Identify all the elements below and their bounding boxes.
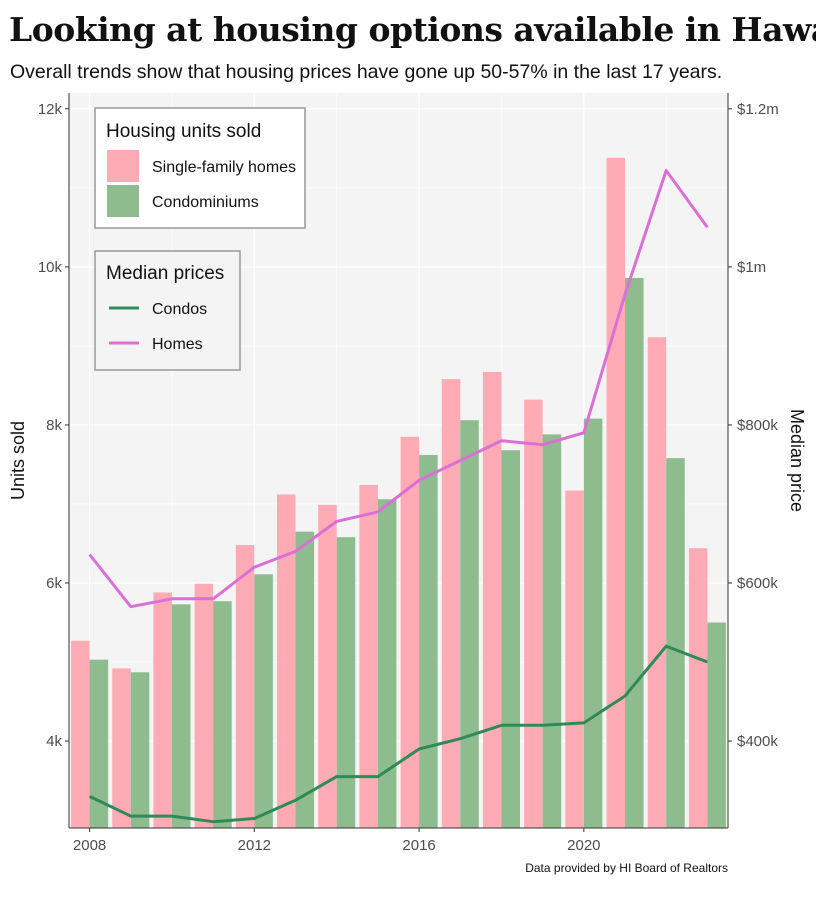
bar-single-family-2008 — [71, 640, 90, 828]
y-tick-label: 4k — [46, 733, 62, 750]
y-tick-label: 6k — [46, 575, 62, 592]
bar-condominiums-2012 — [254, 574, 273, 828]
price-line-homes — [88, 169, 709, 609]
bar-condominiums-2009 — [130, 672, 150, 828]
legend-units-sold-title: Housing units sold — [106, 121, 261, 142]
price-line-condos — [88, 644, 708, 824]
legend-median-prices-box — [94, 250, 241, 371]
legend-label-condos: Condos — [152, 301, 207, 318]
legend-key-single-family — [107, 150, 139, 182]
y2-tick-label: $800k — [737, 417, 778, 434]
legend-units-sold: Housing units sold Single-family homes C… — [94, 107, 306, 229]
bar-single-family-2010 — [153, 592, 172, 828]
bar-single-family-2019 — [524, 399, 543, 828]
bar-condominiums-2017 — [460, 420, 479, 828]
bar-condominiums-2022 — [666, 458, 685, 828]
bar-condominiums-2019 — [542, 434, 562, 828]
bar-single-family-2015 — [359, 485, 378, 828]
y-tick-label: 12k — [38, 101, 63, 118]
bar-single-family-2023 — [688, 548, 708, 828]
legend-median-prices: Median prices Condos Homes — [94, 250, 241, 371]
chart-subtitle: Overall trends show that housing prices … — [10, 61, 723, 83]
bar-condominiums-2013 — [295, 531, 315, 828]
bar-condominiums-2023 — [707, 622, 726, 828]
bar-condominiums-2011 — [213, 601, 232, 828]
bar-single-family-2012 — [235, 545, 255, 828]
bar-condominiums-2018 — [501, 450, 521, 828]
legend-label-condominiums: Condominiums — [152, 194, 259, 211]
bar-condominiums-2016 — [419, 454, 438, 828]
y2-axis-title: Median price — [787, 409, 807, 512]
bars — [71, 157, 726, 828]
bar-single-family-2016 — [400, 436, 420, 828]
bar-single-family-2011 — [194, 583, 214, 828]
bar-single-family-2018 — [482, 371, 502, 828]
x-tick-label: 2016 — [402, 837, 435, 854]
legend-label-single-family: Single-family homes — [152, 159, 296, 176]
axes: 4k 6k 8k 10k 12k $400k $600k $800k $1m $1.2m 2008 2… — [38, 93, 779, 854]
x-tick-label: 2020 — [567, 837, 600, 854]
y-tick-label: 8k — [46, 417, 62, 434]
x-tick-label: 2008 — [73, 837, 106, 854]
y-axis-title: Units sold — [8, 421, 28, 500]
bar-single-family-2009 — [112, 668, 131, 828]
source-caption: Data provided by HI Board of Realtors — [525, 861, 728, 875]
price-lines — [88, 169, 709, 824]
y2-tick-label: $400k — [737, 733, 778, 750]
bar-single-family-2014 — [318, 504, 337, 828]
bar-condominiums-2020 — [583, 418, 603, 828]
legend-median-prices-title: Median prices — [106, 263, 224, 284]
bar-condominiums-2008 — [89, 659, 109, 828]
bar-single-family-2013 — [276, 494, 296, 828]
bar-condominiums-2010 — [171, 604, 191, 828]
x-tick-label: 2012 — [238, 837, 271, 854]
y2-tick-label: $1.2m — [737, 101, 779, 118]
y-tick-label: 10k — [38, 259, 63, 276]
chart-title: Looking at housing options available in … — [9, 10, 816, 49]
y2-tick-label: $1m — [737, 259, 766, 276]
bar-condominiums-2014 — [336, 537, 356, 828]
bar-single-family-2020 — [565, 490, 584, 828]
y2-tick-label: $600k — [737, 575, 778, 592]
bar-single-family-2021 — [606, 157, 626, 828]
bar-condominiums-2021 — [625, 277, 644, 828]
bar-condominiums-2015 — [377, 499, 397, 828]
legend-key-condominiums — [107, 185, 139, 217]
bar-single-family-2017 — [441, 379, 461, 828]
bar-single-family-2022 — [647, 337, 667, 828]
legend-label-homes: Homes — [152, 336, 203, 353]
